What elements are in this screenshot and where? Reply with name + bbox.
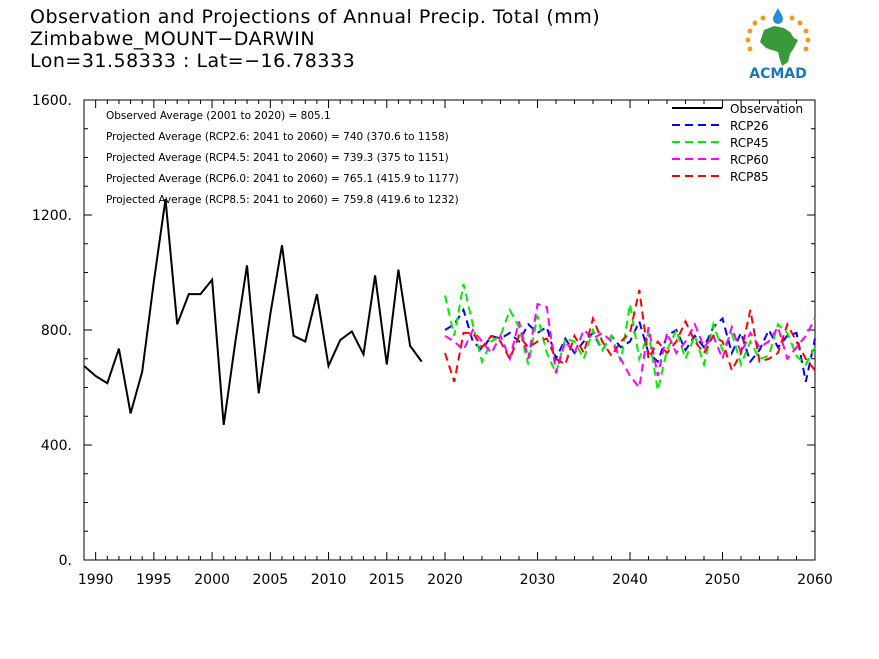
- station-coordinates: Lon=31.58333 : Lat=−16.78333: [30, 50, 356, 72]
- annotation-line: Projected Average (RCP4.5: 2041 to 2060)…: [106, 152, 449, 164]
- x-tick-label: 1990: [78, 572, 114, 588]
- chart-title-block: Observation and Projections of Annual Pr…: [30, 6, 600, 72]
- plot-frame: [83, 99, 816, 561]
- x-tick-label: 2030: [520, 572, 556, 588]
- water-drop-icon: [773, 8, 783, 24]
- acmad-logo-icon: ACMAD: [745, 8, 811, 82]
- x-tick-label: 1995: [136, 572, 172, 588]
- x-tick-label: 2050: [705, 572, 741, 588]
- y-tick-label: 800.: [41, 323, 72, 339]
- x-axis: 1990 1995 2000 2005 2010 2015 2020 2030 2040 2050…: [78, 100, 833, 588]
- annotation-line: Observed Average (2001 to 2020) = 805.1: [106, 110, 331, 122]
- legend-label: Observation: [730, 102, 803, 116]
- annotation-block: Observed Average (2001 to 2020) = 805.1 P…: [106, 110, 459, 206]
- legend-label: RCP60: [730, 153, 769, 167]
- y-tick-label: 1200.: [32, 208, 72, 224]
- legend: Observation RCP26 RCP45 RCP60 RCP85: [672, 102, 803, 184]
- series-line-rcp85: [444, 289, 816, 383]
- y-tick-label: 1600.: [32, 93, 72, 109]
- series-layer: [83, 199, 816, 426]
- x-tick-label: 2020: [427, 572, 463, 588]
- y-tick-label: 0.: [59, 553, 72, 569]
- legend-label: RCP26: [730, 119, 769, 133]
- x-tick-label: 2040: [612, 572, 648, 588]
- y-axis: 0. 400. 800. 1200. 1600.: [32, 93, 815, 569]
- series-line-rcp45: [444, 283, 816, 391]
- annotation-line: Projected Average (RCP8.5: 2041 to 2060)…: [106, 194, 459, 206]
- annotation-line: Projected Average (RCP6.0: 2041 to 2060)…: [106, 173, 459, 185]
- legend-label: RCP85: [730, 170, 769, 184]
- x-tick-label: 2000: [194, 572, 230, 588]
- x-tick-label: 2010: [311, 572, 347, 588]
- x-tick-label: 2005: [253, 572, 289, 588]
- x-tick-label: 2015: [369, 572, 405, 588]
- y-tick-label: 400.: [41, 438, 72, 454]
- x-tick-label: 2060: [797, 572, 833, 588]
- series-line-rcp60: [444, 302, 816, 390]
- sun-rays-icon: [745, 15, 811, 52]
- chart-title: Observation and Projections of Annual Pr…: [30, 6, 601, 28]
- series-line-rcp26: [444, 307, 816, 383]
- annotation-line: Projected Average (RCP2.6: 2041 to 2060)…: [106, 131, 449, 143]
- africa-map-icon: [760, 26, 798, 66]
- series-line-observation: [83, 199, 423, 426]
- legend-label: RCP45: [730, 136, 769, 150]
- logo-text: ACMAD: [749, 66, 807, 82]
- station-name: Zimbabwe_MOUNT−DARWIN: [30, 28, 316, 50]
- plot-border: [83, 99, 816, 561]
